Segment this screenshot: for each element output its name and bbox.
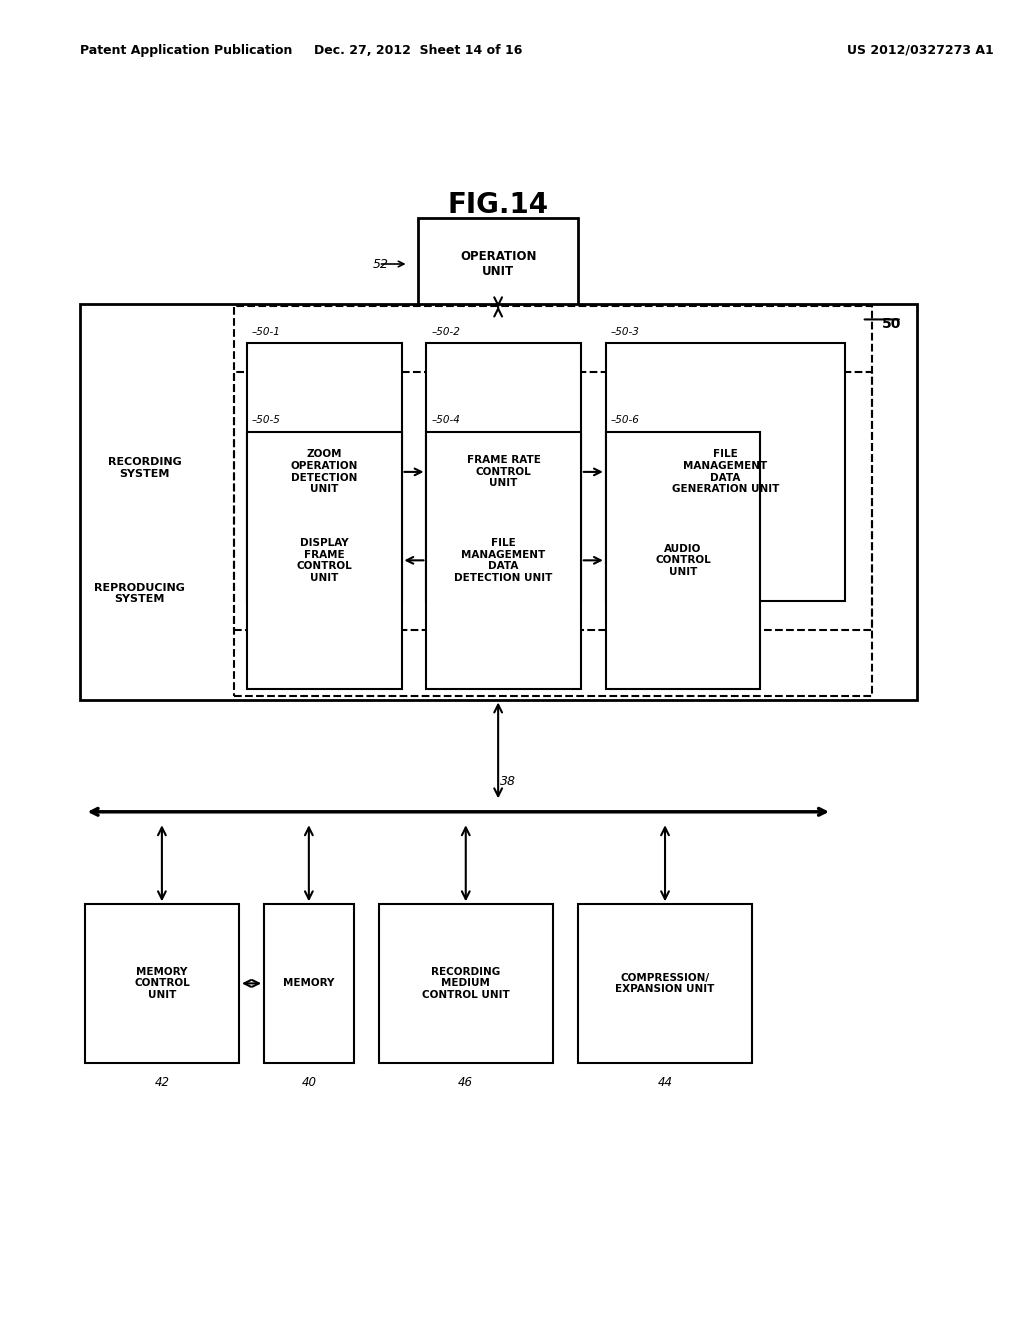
Text: 42: 42 bbox=[155, 1076, 169, 1089]
Text: MEMORY
CONTROL
UNIT: MEMORY CONTROL UNIT bbox=[134, 966, 189, 1001]
Text: OPERATION
UNIT: OPERATION UNIT bbox=[460, 249, 537, 279]
Bar bbox=[419, 218, 578, 310]
Text: FIG.14: FIG.14 bbox=[447, 190, 549, 219]
Bar bbox=[379, 904, 553, 1063]
Bar bbox=[426, 343, 581, 601]
Text: 44: 44 bbox=[657, 1076, 673, 1089]
Text: COMPRESSION/
EXPANSION UNIT: COMPRESSION/ EXPANSION UNIT bbox=[615, 973, 715, 994]
Text: FRAME RATE
CONTROL
UNIT: FRAME RATE CONTROL UNIT bbox=[467, 455, 541, 488]
Text: DISPLAY
FRAME
CONTROL
UNIT: DISPLAY FRAME CONTROL UNIT bbox=[296, 539, 352, 582]
Text: 52: 52 bbox=[373, 257, 388, 271]
Text: 38: 38 bbox=[500, 775, 516, 788]
Text: –50-5: –50-5 bbox=[252, 414, 281, 425]
Text: –50-3: –50-3 bbox=[610, 326, 640, 337]
Text: 46: 46 bbox=[459, 1076, 473, 1089]
Text: AUDIO
CONTROL
UNIT: AUDIO CONTROL UNIT bbox=[655, 544, 711, 577]
Text: Dec. 27, 2012  Sheet 14 of 16: Dec. 27, 2012 Sheet 14 of 16 bbox=[314, 44, 522, 57]
Text: US 2012/0327273 A1: US 2012/0327273 A1 bbox=[847, 44, 993, 57]
Bar bbox=[606, 343, 845, 601]
Bar bbox=[264, 904, 353, 1063]
Bar bbox=[247, 343, 401, 601]
Bar bbox=[80, 304, 916, 700]
Text: FILE
MANAGEMENT
DATA
DETECTION UNIT: FILE MANAGEMENT DATA DETECTION UNIT bbox=[455, 539, 553, 582]
Bar bbox=[578, 904, 753, 1063]
Text: MEMORY: MEMORY bbox=[284, 978, 335, 989]
Text: 50: 50 bbox=[883, 317, 902, 331]
Text: ZOOM
OPERATION
DETECTION
UNIT: ZOOM OPERATION DETECTION UNIT bbox=[291, 450, 358, 494]
Bar bbox=[85, 904, 240, 1063]
Text: RECORDING
SYSTEM: RECORDING SYSTEM bbox=[108, 457, 181, 479]
Text: –50-2: –50-2 bbox=[431, 326, 460, 337]
Text: RECORDING
MEDIUM
CONTROL UNIT: RECORDING MEDIUM CONTROL UNIT bbox=[422, 966, 510, 1001]
Text: REPRODUCING
SYSTEM: REPRODUCING SYSTEM bbox=[94, 582, 185, 605]
Bar bbox=[234, 306, 871, 630]
Bar bbox=[247, 432, 401, 689]
Text: –50-1: –50-1 bbox=[252, 326, 281, 337]
Text: –50-6: –50-6 bbox=[610, 414, 640, 425]
Bar bbox=[606, 432, 760, 689]
Text: 40: 40 bbox=[301, 1076, 316, 1089]
Bar bbox=[234, 372, 871, 696]
Bar bbox=[426, 432, 581, 689]
Text: –50-4: –50-4 bbox=[431, 414, 460, 425]
Text: Patent Application Publication: Patent Application Publication bbox=[80, 44, 292, 57]
Text: FILE
MANAGEMENT
DATA
GENERATION UNIT: FILE MANAGEMENT DATA GENERATION UNIT bbox=[672, 450, 779, 494]
